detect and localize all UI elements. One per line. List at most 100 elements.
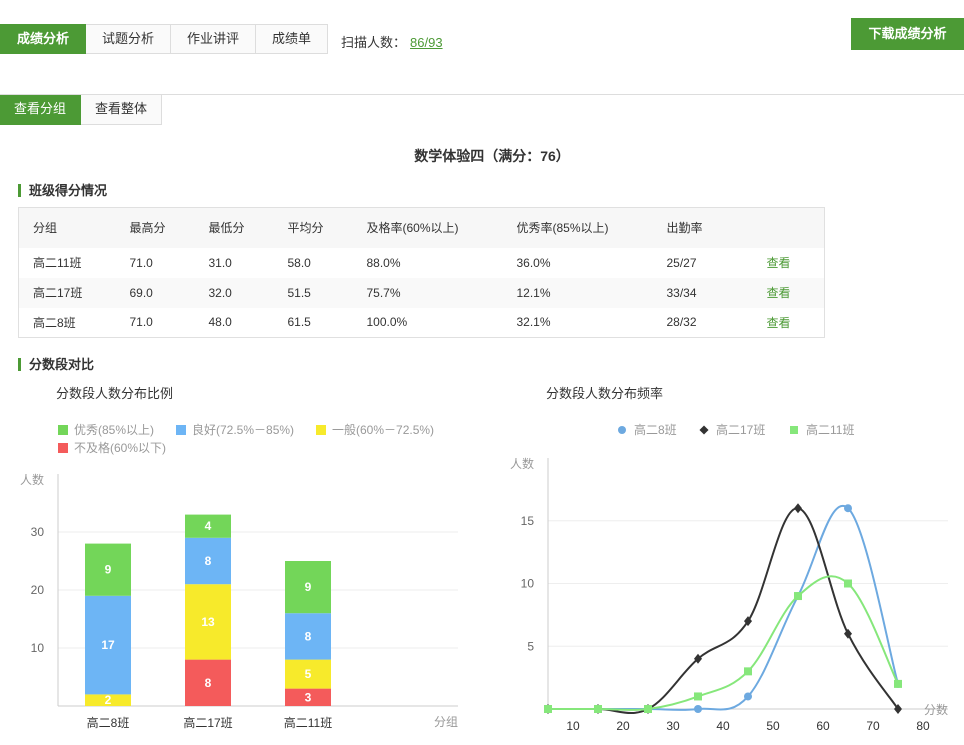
y-tick-label: 10: [31, 641, 45, 655]
legend-item[interactable]: 良好(72.5%－85%): [176, 421, 294, 438]
bar-value-label: 8: [205, 676, 212, 690]
data-point: [794, 592, 802, 601]
bar-segment: [285, 688, 331, 706]
legend-swatch: [316, 424, 326, 435]
bar-segment: [285, 561, 331, 614]
data-point: [844, 579, 852, 588]
bar-chart-title: 分数段人数分布比例: [56, 386, 174, 401]
y-tick-label: 15: [521, 514, 535, 528]
table-header-row: 分组 最高分 最低分 平均分 及格率(60%以上) 优秀率(85%以上) 出勤率: [18, 207, 825, 248]
bar-segment: [185, 537, 231, 585]
table-row: 高二17班 69.0 32.0 51.5 75.7% 12.1% 33/34 查…: [18, 277, 825, 308]
cell-excellent-rate: 36.0%: [516, 255, 551, 270]
cell-group: 高二11班: [33, 256, 82, 270]
cell-max: 71.0: [129, 315, 153, 330]
bar-segment: [85, 694, 131, 706]
header-group: 分组: [18, 207, 116, 248]
header-excellent-rate: 优秀率(85%以上): [502, 207, 653, 248]
legend-label: 高二17班: [716, 423, 766, 437]
tab-score-sheet[interactable]: 成绩单: [256, 24, 329, 54]
legend-item[interactable]: 优秀(85%以上): [58, 421, 154, 438]
view-link[interactable]: 查看: [766, 315, 791, 330]
cell-excellent-rate: 12.1%: [502, 277, 653, 308]
x-tick-label: 40: [716, 719, 730, 733]
data-point: [644, 705, 652, 713]
class-score-table: 分组 最高分 最低分 平均分 及格率(60%以上) 优秀率(85%以上) 出勤率…: [18, 207, 825, 338]
legend-item[interactable]: 高二8班: [618, 421, 677, 438]
cell-pass-rate: 100.0%: [366, 315, 408, 330]
x-tick-label: 70: [866, 719, 880, 733]
scan-count-link[interactable]: 86/93: [410, 35, 443, 50]
data-point: [894, 704, 902, 714]
y-tick-label: 30: [31, 525, 45, 539]
cell-group: 高二8班: [33, 315, 76, 330]
bar-value-label: 8: [205, 554, 212, 568]
data-point: [694, 653, 702, 664]
cell-max: 69.0: [115, 277, 195, 308]
section-title-class-scores: 班级得分情况: [18, 184, 107, 197]
y-axis-label: 人数: [510, 456, 534, 471]
cell-max: 71.0: [129, 255, 153, 270]
legend-item[interactable]: 不及格(60%以下): [58, 439, 166, 456]
legend-swatch: [58, 442, 68, 453]
legend-item[interactable]: 一般(60%－72.5%): [316, 421, 434, 438]
legend-swatch: [790, 425, 798, 434]
bar-segment: [185, 514, 231, 538]
cell-excellent-rate: 32.1%: [516, 315, 551, 330]
cell-min: 31.0: [208, 255, 232, 270]
cell-min: 32.0: [194, 277, 274, 308]
y-tick-label: 10: [521, 577, 535, 591]
legend-label: 一般(60%－72.5%): [332, 423, 435, 437]
bar-value-label: 5: [305, 667, 312, 681]
download-analysis-button[interactable]: 下载成绩分析: [851, 18, 964, 50]
legend-swatch: [699, 424, 709, 435]
x-axis-label: 分数: [924, 702, 948, 717]
legend-item[interactable]: 高二17班: [699, 421, 766, 438]
section-title-score-range: 分数段对比: [18, 358, 94, 371]
bar-value-label: 17: [101, 638, 115, 652]
view-link[interactable]: 查看: [766, 286, 791, 300]
data-point: [844, 628, 852, 639]
x-tick-label: 30: [666, 719, 680, 733]
scan-info: 扫描人数： 86/93: [341, 32, 443, 51]
scan-label: 扫描人数：: [341, 35, 407, 50]
bar-chart-legend: 优秀(85%以上) 良好(72.5%－85%) 一般(60%－72.5%) 不及格(6…: [58, 421, 478, 461]
bar-value-label: 8: [305, 629, 312, 643]
legend-swatch: [618, 425, 626, 434]
x-axis-label: 分组: [434, 715, 458, 729]
bar-segment: [185, 584, 231, 660]
view-link[interactable]: 查看: [766, 256, 791, 270]
tab-homework-review[interactable]: 作业讲评: [171, 24, 257, 54]
cell-attendance: 28/32: [666, 315, 697, 330]
legend-swatch: [176, 424, 186, 435]
tab-score-analysis[interactable]: 成绩分析: [0, 24, 87, 54]
x-tick-label: 10: [566, 719, 580, 733]
tab-view-overall[interactable]: 查看整体: [81, 95, 163, 125]
cell-avg: 58.0: [287, 255, 311, 270]
header-divider: [0, 94, 964, 95]
data-point: [544, 705, 552, 713]
series-line: [548, 504, 899, 711]
bar-segment: [185, 659, 231, 706]
legend-label: 不及格(60%以下): [74, 441, 167, 455]
legend-swatch: [58, 424, 68, 435]
legend-item[interactable]: 高二11班: [790, 421, 854, 438]
cell-attendance: 33/34: [652, 277, 753, 308]
bar-value-label: 9: [105, 563, 112, 577]
tab-view-groups[interactable]: 查看分组: [0, 95, 82, 125]
data-point: [794, 503, 802, 514]
legend-label: 高二11班: [806, 423, 855, 437]
exam-title: 数学体验四（满分：76）: [414, 148, 570, 164]
cell-min: 48.0: [208, 315, 232, 330]
cell-avg: 51.5: [273, 277, 353, 308]
x-tick-label: 高二8班: [87, 715, 130, 730]
header-pass-rate: 及格率(60%以上): [352, 207, 503, 248]
tab-question-analysis[interactable]: 试题分析: [86, 24, 172, 54]
legend-label: 优秀(85%以上): [74, 423, 155, 437]
main-tabs: 成绩分析 试题分析 作业讲评 成绩单: [0, 24, 329, 54]
y-tick-label: 20: [31, 583, 45, 597]
bar-segment: [285, 659, 331, 689]
header-min: 最低分: [194, 207, 274, 248]
legend-label: 高二8班: [634, 423, 677, 437]
bar-segment: [85, 543, 131, 596]
